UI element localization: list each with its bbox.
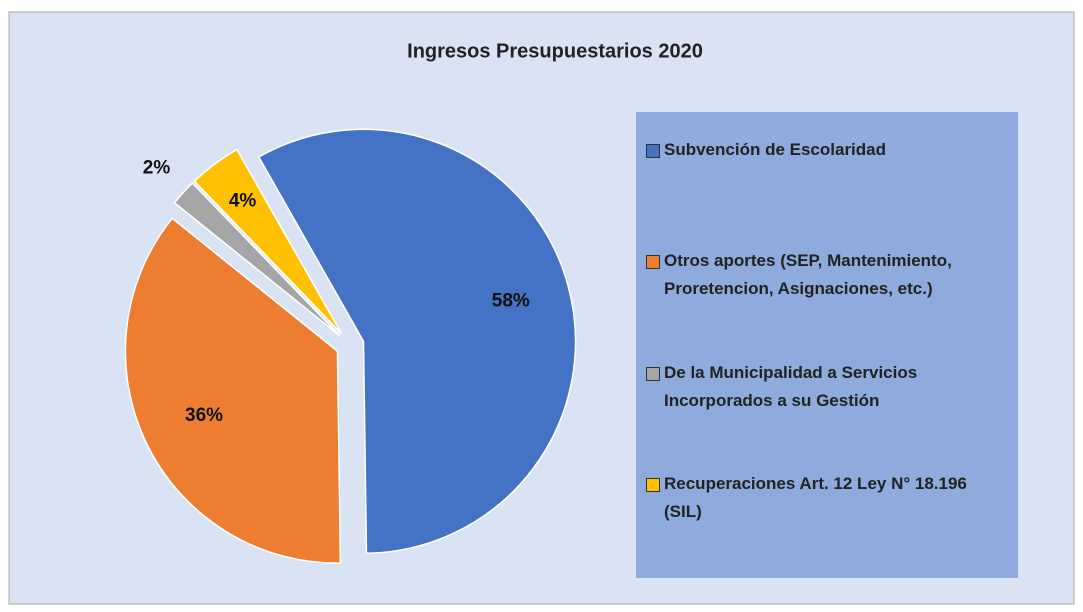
legend-label: De la Municipalidad a Servicios Incorpor… — [664, 362, 918, 410]
legend-label: Otros aportes (SEP, Mantenimiento, Prore… — [664, 251, 952, 299]
pie-slice — [124, 217, 342, 564]
legend-swatch — [646, 255, 660, 270]
pie-slice — [173, 181, 341, 337]
data-label: 2% — [143, 157, 171, 178]
pie-slice — [257, 128, 577, 555]
legend-swatch — [646, 366, 660, 381]
legend-label: Recuperaciones Art. 12 Ley N° 18.196 (SI… — [664, 473, 967, 521]
pie-slice — [193, 148, 343, 335]
legend-swatch — [646, 144, 660, 158]
legend-item: Otros aportes (SEP, Mantenimiento, Prore… — [646, 247, 1008, 331]
data-label: 4% — [229, 190, 257, 211]
legend-item: De la Municipalidad a Servicios Incorpor… — [646, 359, 1008, 443]
legend-item: Subvención de Escolaridad — [646, 136, 1008, 220]
legend-item: Recuperaciones Art. 12 Ley N° 18.196 (SI… — [646, 470, 1008, 554]
legend: Subvención de Escolaridad Otros aportes (… — [636, 112, 1018, 578]
legend-swatch — [646, 477, 660, 492]
data-label: 36% — [185, 405, 223, 426]
chart-title: Ingresos Presupuestarios 2020 — [407, 40, 703, 62]
legend-label: Subvención de Escolaridad — [664, 140, 887, 159]
data-label: 58% — [492, 290, 530, 311]
